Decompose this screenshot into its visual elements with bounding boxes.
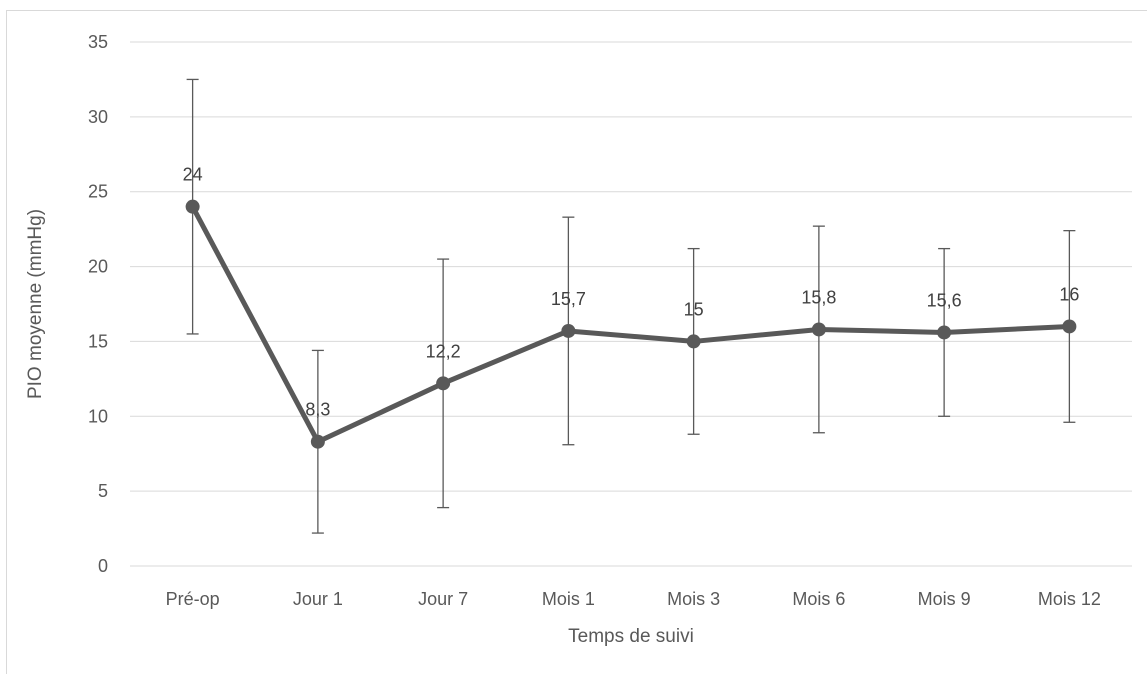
data-label: 12,2 [426,341,461,361]
x-axis-ticks: Pré-op Jour 1 Jour 7 Mois 1 Mois 3 Mois 6 Mois… [166,589,1101,609]
data-labels: 24 8,3 12,2 15,7 15 15,8 15,6 16 [183,165,1080,420]
x-tick-label: Mois 3 [667,589,720,609]
data-point [310,434,325,449]
data-label: 15,7 [551,289,586,309]
x-tick-label: Jour 7 [418,589,468,609]
y-tick-label: 0 [98,556,108,576]
series [185,199,1077,449]
x-tick-label: Mois 12 [1038,589,1101,609]
data-point [811,322,826,337]
data-label: 8,3 [305,400,330,420]
data-point [686,334,701,349]
y-tick-label: 30 [88,107,108,127]
x-tick-label: Jour 1 [293,589,343,609]
y-tick-label: 10 [88,406,108,426]
y-tick-label: 25 [88,182,108,202]
y-tick-label: 20 [88,257,108,277]
data-point [937,325,952,340]
x-tick-label: Mois 9 [918,589,971,609]
y-tick-label: 35 [88,32,108,52]
chart-frame [6,10,1147,674]
y-axis-title: PIO moyenne (mmHg) [25,209,46,399]
x-tick-label: Mois 1 [542,589,595,609]
gridlines [130,41,1132,567]
x-tick-label: Pré-op [166,589,220,609]
data-point [185,199,200,214]
data-label: 24 [183,165,203,185]
data-label: 15 [684,299,704,319]
x-tick-label: Mois 6 [792,589,845,609]
data-point [561,323,576,338]
y-tick-label: 15 [88,331,108,351]
y-axis-ticks: 0 5 10 15 20 25 30 35 [88,32,108,576]
x-axis-title: Temps de suivi [568,626,694,647]
series-line [190,204,1072,445]
data-label: 15,8 [801,287,836,307]
y-tick-label: 5 [98,481,108,501]
data-point [1062,319,1077,334]
data-label: 16 [1059,284,1079,304]
data-label: 15,6 [927,290,962,310]
data-point [436,376,451,391]
